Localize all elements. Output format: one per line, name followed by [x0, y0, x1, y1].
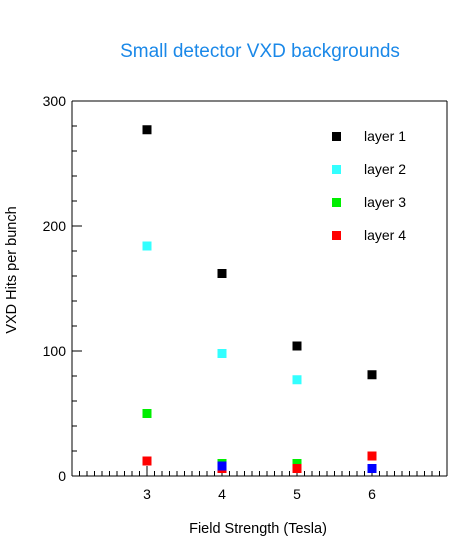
data-point — [217, 349, 227, 358]
y-axis-label: VXD Hits per bunch — [4, 206, 20, 333]
x-axis-label: Field Strength (Tesla) — [189, 521, 327, 537]
y-tick-label: 100 — [43, 343, 67, 359]
x-tick-label: 3 — [143, 486, 151, 502]
legend: layer 1 layer 2 layer 3 layer 4 — [332, 128, 406, 243]
legend-marker — [332, 198, 341, 207]
plot-axes — [71, 100, 448, 477]
y-tick-label: 0 — [58, 468, 66, 484]
data-point — [142, 125, 152, 135]
data-point — [292, 375, 302, 385]
legend-label: layer 4 — [364, 227, 406, 243]
data-point — [367, 451, 377, 461]
data-point — [367, 370, 377, 380]
data-point — [217, 269, 227, 278]
data-points — [142, 125, 377, 473]
data-point — [292, 464, 302, 473]
data-point — [142, 241, 152, 251]
x-tick-label: 4 — [218, 486, 226, 502]
y-tick-label: 300 — [43, 93, 67, 109]
major-ticks — [72, 100, 373, 477]
data-point — [142, 409, 152, 418]
minor-ticks — [72, 125, 440, 476]
legend-label: layer 2 — [364, 161, 406, 177]
x-tick-label: 5 — [293, 486, 301, 502]
legend-label: layer 1 — [364, 128, 406, 144]
y-tick-label: 200 — [43, 218, 67, 234]
data-point — [142, 456, 152, 466]
data-point — [292, 459, 302, 468]
x-tick-label: 6 — [368, 486, 376, 502]
tick-labels: 3 4 5 6 0 100 200 300 — [43, 93, 376, 502]
data-point — [217, 461, 227, 471]
chart-title: Small detector VXD backgrounds — [120, 41, 400, 62]
data-point — [367, 464, 377, 473]
legend-marker — [332, 231, 341, 240]
legend-marker — [332, 132, 341, 141]
legend-marker — [332, 165, 341, 174]
legend-label: layer 3 — [364, 194, 406, 210]
data-point — [292, 341, 302, 351]
